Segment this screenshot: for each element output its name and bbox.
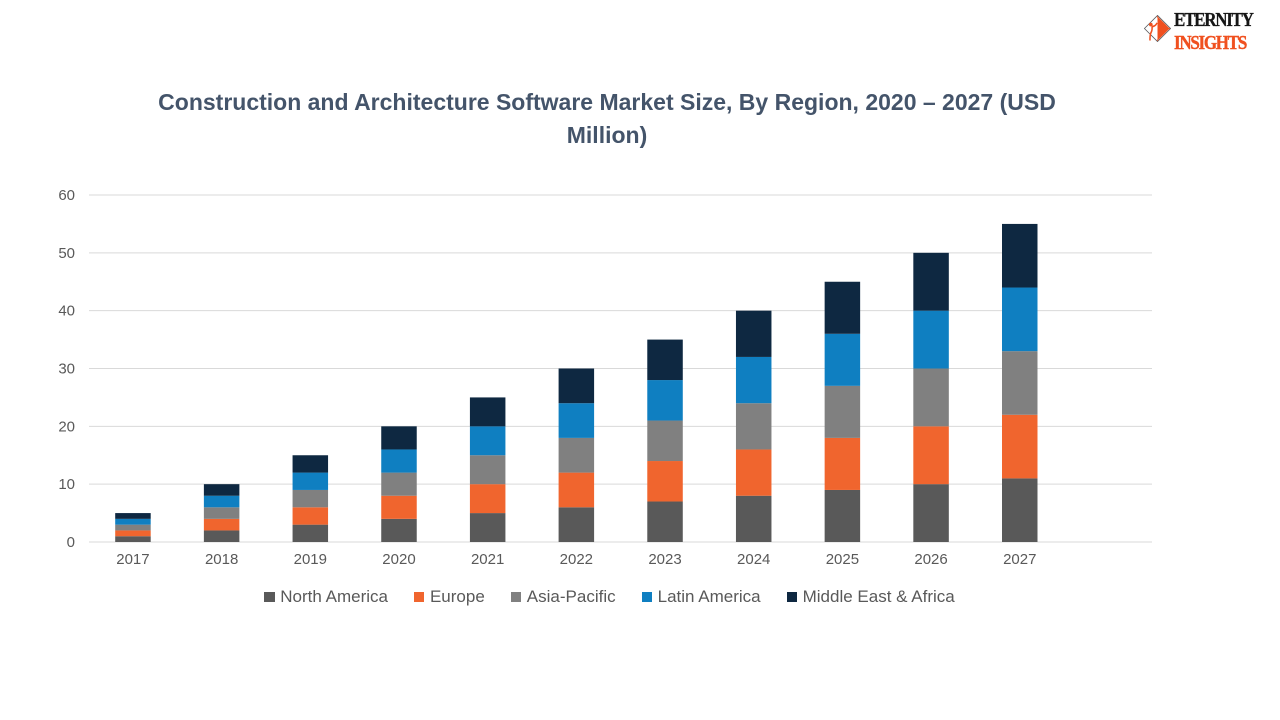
svg-text:2027: 2027: [1003, 551, 1036, 568]
svg-text:2020: 2020: [382, 551, 415, 568]
svg-text:2024: 2024: [737, 551, 770, 568]
svg-text:2017: 2017: [116, 551, 149, 568]
svg-text:2018: 2018: [205, 551, 238, 568]
svg-text:2023: 2023: [648, 551, 681, 568]
svg-text:40: 40: [58, 303, 75, 320]
svg-text:2021: 2021: [471, 551, 504, 568]
svg-text:2025: 2025: [826, 551, 859, 568]
svg-text:50: 50: [58, 245, 75, 262]
svg-text:30: 30: [58, 361, 75, 378]
svg-text:20: 20: [58, 418, 75, 435]
svg-text:0: 0: [67, 534, 75, 551]
svg-text:10: 10: [58, 476, 75, 493]
svg-text:60: 60: [58, 187, 75, 204]
svg-text:2026: 2026: [914, 551, 947, 568]
svg-text:2022: 2022: [560, 551, 593, 568]
svg-text:2019: 2019: [294, 551, 327, 568]
